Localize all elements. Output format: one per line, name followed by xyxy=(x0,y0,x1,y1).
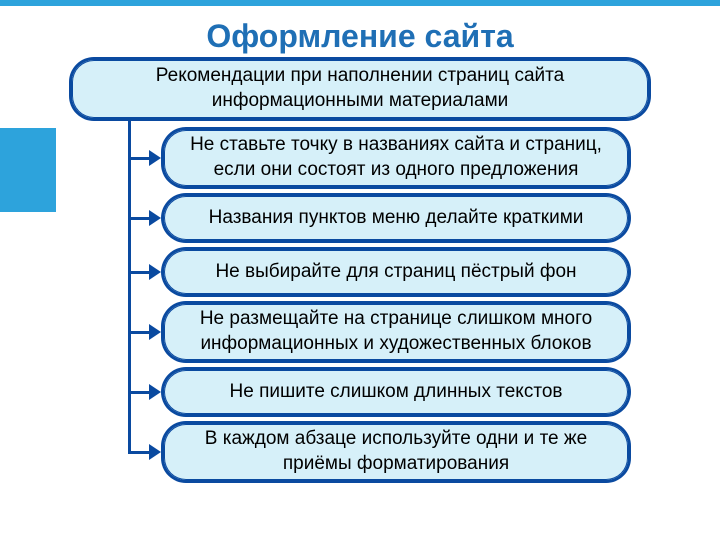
item-box-4-label: Не размещайте на странице слишком много … xyxy=(184,307,608,356)
root-box: Рекомендации при наполнении страниц сайт… xyxy=(72,60,648,118)
root-box-label: Рекомендации при наполнении страниц сайт… xyxy=(92,64,628,113)
page-title: Оформление сайта xyxy=(0,18,720,55)
item-box-2-label: Названия пунктов меню делайте краткими xyxy=(209,206,584,231)
side-accent-block xyxy=(0,128,56,212)
header-accent-bar xyxy=(0,0,720,6)
connector-arrow xyxy=(128,210,161,226)
item-box-4: Не размещайте на странице слишком много … xyxy=(164,304,628,360)
diagram-canvas: Оформление сайта Рекомендации при наполн… xyxy=(0,0,720,540)
item-box-1: Не ставьте точку в названиях сайта и стр… xyxy=(164,130,628,186)
connector-arrow xyxy=(128,384,161,400)
connector-arrow xyxy=(128,150,161,166)
connector-arrow xyxy=(128,264,161,280)
connector-arrow xyxy=(128,444,161,460)
item-box-2: Названия пунктов меню делайте краткими xyxy=(164,196,628,240)
item-box-6-label: В каждом абзаце используйте одни и те же… xyxy=(184,427,608,476)
item-box-5-label: Не пишите слишком длинных текстов xyxy=(230,380,563,405)
item-box-6: В каждом абзаце используйте одни и те же… xyxy=(164,424,628,480)
item-box-3-label: Не выбирайте для страниц пёстрый фон xyxy=(215,260,576,285)
item-box-5: Не пишите слишком длинных текстов xyxy=(164,370,628,414)
item-box-3: Не выбирайте для страниц пёстрый фон xyxy=(164,250,628,294)
item-box-1-label: Не ставьте точку в названиях сайта и стр… xyxy=(184,133,608,182)
connector-arrow xyxy=(128,324,161,340)
